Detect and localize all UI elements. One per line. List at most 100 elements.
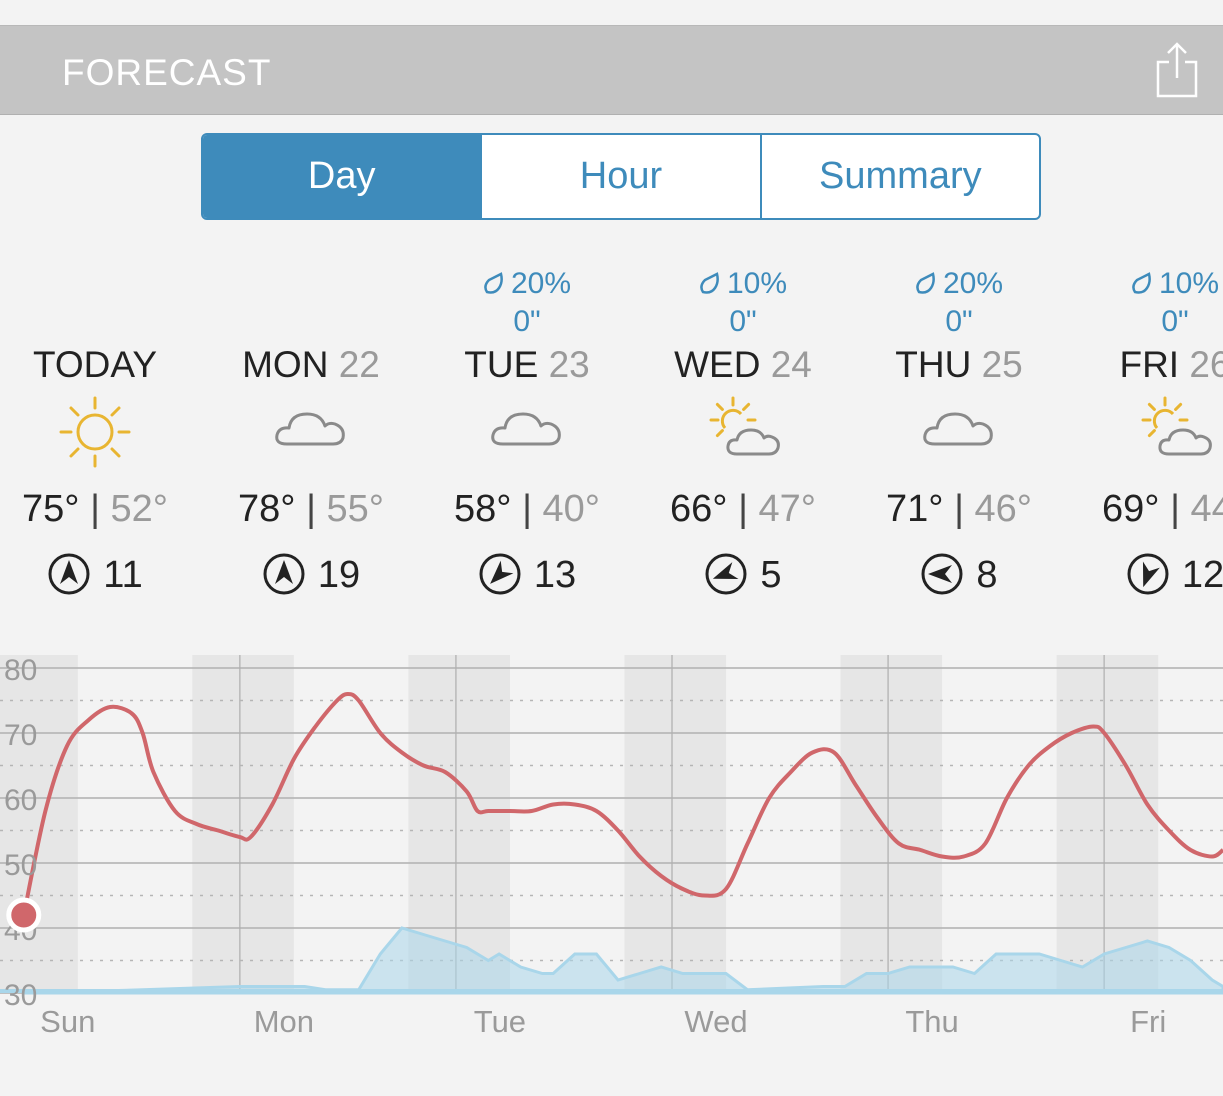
temperature-range: 75° | 52° (22, 488, 168, 530)
cloud-icon (271, 392, 351, 472)
precip-info: 20% 0" (422, 265, 632, 341)
night-band (192, 655, 294, 993)
wind-direction-icon (1126, 552, 1170, 596)
low-temp: 52° (110, 488, 168, 530)
x-tick-label: Thu (905, 1004, 958, 1039)
wind-speed: 5 (760, 554, 782, 596)
temperature-range: 71° | 46° (886, 488, 1032, 530)
y-tick-label: 70 (4, 719, 37, 752)
wind-speed: 13 (533, 554, 577, 596)
view-segmented-control: Day Hour Summary (201, 133, 1041, 220)
day-column[interactable]: MON 22 78° | 55° 19 (206, 260, 416, 600)
wind-speed: 8 (976, 554, 998, 596)
precip-chance: 10% (1158, 267, 1220, 300)
app-header: FORECAST (0, 25, 1223, 115)
x-tick-label: Sun (40, 1004, 95, 1039)
precip-chance: 20% (942, 267, 1004, 300)
low-temp: 40° (542, 488, 600, 530)
x-tick-label: Tue (474, 1004, 526, 1039)
night-band (1056, 655, 1159, 993)
temperature-chart: 304050607080SunMonTueWedThuFri (0, 654, 1223, 1039)
tab-day[interactable]: Day (203, 135, 483, 218)
day-date: 26 (1189, 344, 1223, 385)
day-column[interactable]: 20% 0" TUE 23 58° | 40° 13 (422, 260, 632, 600)
precip-info: 10% 0" (638, 265, 848, 341)
night-band (624, 655, 727, 993)
day-label: THU 25 (854, 344, 1064, 386)
precip-amount: 0" (1161, 305, 1189, 338)
day-date: 22 (338, 344, 380, 385)
wind-direction-icon (262, 552, 306, 596)
sun-icon (55, 392, 135, 472)
cloud-icon (919, 392, 999, 472)
wind-speed: 11 (103, 554, 143, 596)
current-temp-marker (6, 897, 42, 933)
day-column[interactable]: 20% 0" THU 25 71° | 46° 8 (854, 260, 1064, 600)
raindrop-icon (915, 267, 943, 300)
wind-speed: 12 (1181, 554, 1223, 596)
day-column[interactable]: TODAY 75° | 52° 11 (0, 260, 200, 600)
day-date: 23 (548, 344, 590, 385)
raindrop-icon (483, 267, 511, 300)
temperature-range: 58° | 40° (454, 488, 600, 530)
day-name: MON (242, 344, 329, 385)
high-temp: 78° (238, 488, 296, 530)
cloud-icon (487, 392, 567, 472)
low-temp: 46° (974, 488, 1032, 530)
tab-summary[interactable]: Summary (819, 155, 982, 197)
wind-direction-icon (920, 552, 964, 596)
high-temp: 66° (670, 488, 728, 530)
temperature-range: 69° | 44° (1070, 488, 1223, 531)
precip-chance: 10% (726, 267, 788, 300)
wind-info: 11 (0, 552, 200, 597)
x-tick-label: Wed (684, 1004, 747, 1039)
high-temp: 69° (1102, 488, 1160, 530)
precip-amount: 0" (729, 305, 757, 338)
y-tick-label: 30 (4, 979, 37, 1012)
high-temp: 71° (886, 488, 944, 530)
raindrop-icon (699, 267, 727, 300)
y-tick-label: 60 (4, 784, 37, 817)
low-temp: 44° (1190, 488, 1223, 530)
precip-info: 20% 0" (854, 265, 1064, 341)
high-temp: 75° (22, 488, 80, 530)
high-temp: 58° (454, 488, 512, 530)
wind-direction-icon (47, 552, 91, 596)
low-temp: 55° (326, 488, 384, 530)
share-icon[interactable] (1150, 40, 1204, 100)
night-band (840, 655, 943, 993)
wind-direction-icon (704, 552, 748, 596)
day-name: TODAY (32, 344, 158, 385)
precip-area (23, 926, 1223, 995)
day-label: FRI 26 (1070, 344, 1223, 386)
x-tick-label: Mon (254, 1004, 314, 1039)
partly-cloudy-icon (1135, 392, 1215, 472)
temperature-range: 78° | 55° (238, 488, 384, 530)
wind-info: 13 (422, 552, 632, 597)
low-temp: 47° (758, 488, 816, 530)
day-name: THU (895, 344, 972, 385)
y-tick-label: 50 (4, 849, 37, 882)
precip-amount: 0" (513, 305, 541, 338)
wind-direction-icon (478, 552, 522, 596)
y-tick-label: 80 (4, 654, 37, 687)
wind-speed: 19 (317, 554, 361, 596)
tab-hour[interactable]: Hour (482, 135, 762, 218)
day-label: MON 22 (206, 344, 416, 386)
precip-info: 10% 0" (1070, 265, 1223, 341)
day-label: WED 24 (638, 344, 848, 386)
day-name: WED (674, 344, 761, 385)
precip-chance: 20% (510, 267, 572, 300)
day-name: FRI (1119, 344, 1180, 385)
day-name: TUE (464, 344, 539, 385)
day-date: 25 (981, 344, 1023, 385)
day-column[interactable]: 10% 0" WED 24 66° | 47° 5 (638, 260, 848, 600)
wind-info: 8 (854, 552, 1064, 597)
wind-info: 5 (638, 552, 848, 597)
night-band (0, 655, 78, 993)
temperature-range: 66° | 47° (670, 488, 816, 530)
x-tick-label: Fri (1130, 1004, 1166, 1039)
wind-info: 19 (206, 552, 416, 597)
precip-amount: 0" (945, 305, 973, 338)
